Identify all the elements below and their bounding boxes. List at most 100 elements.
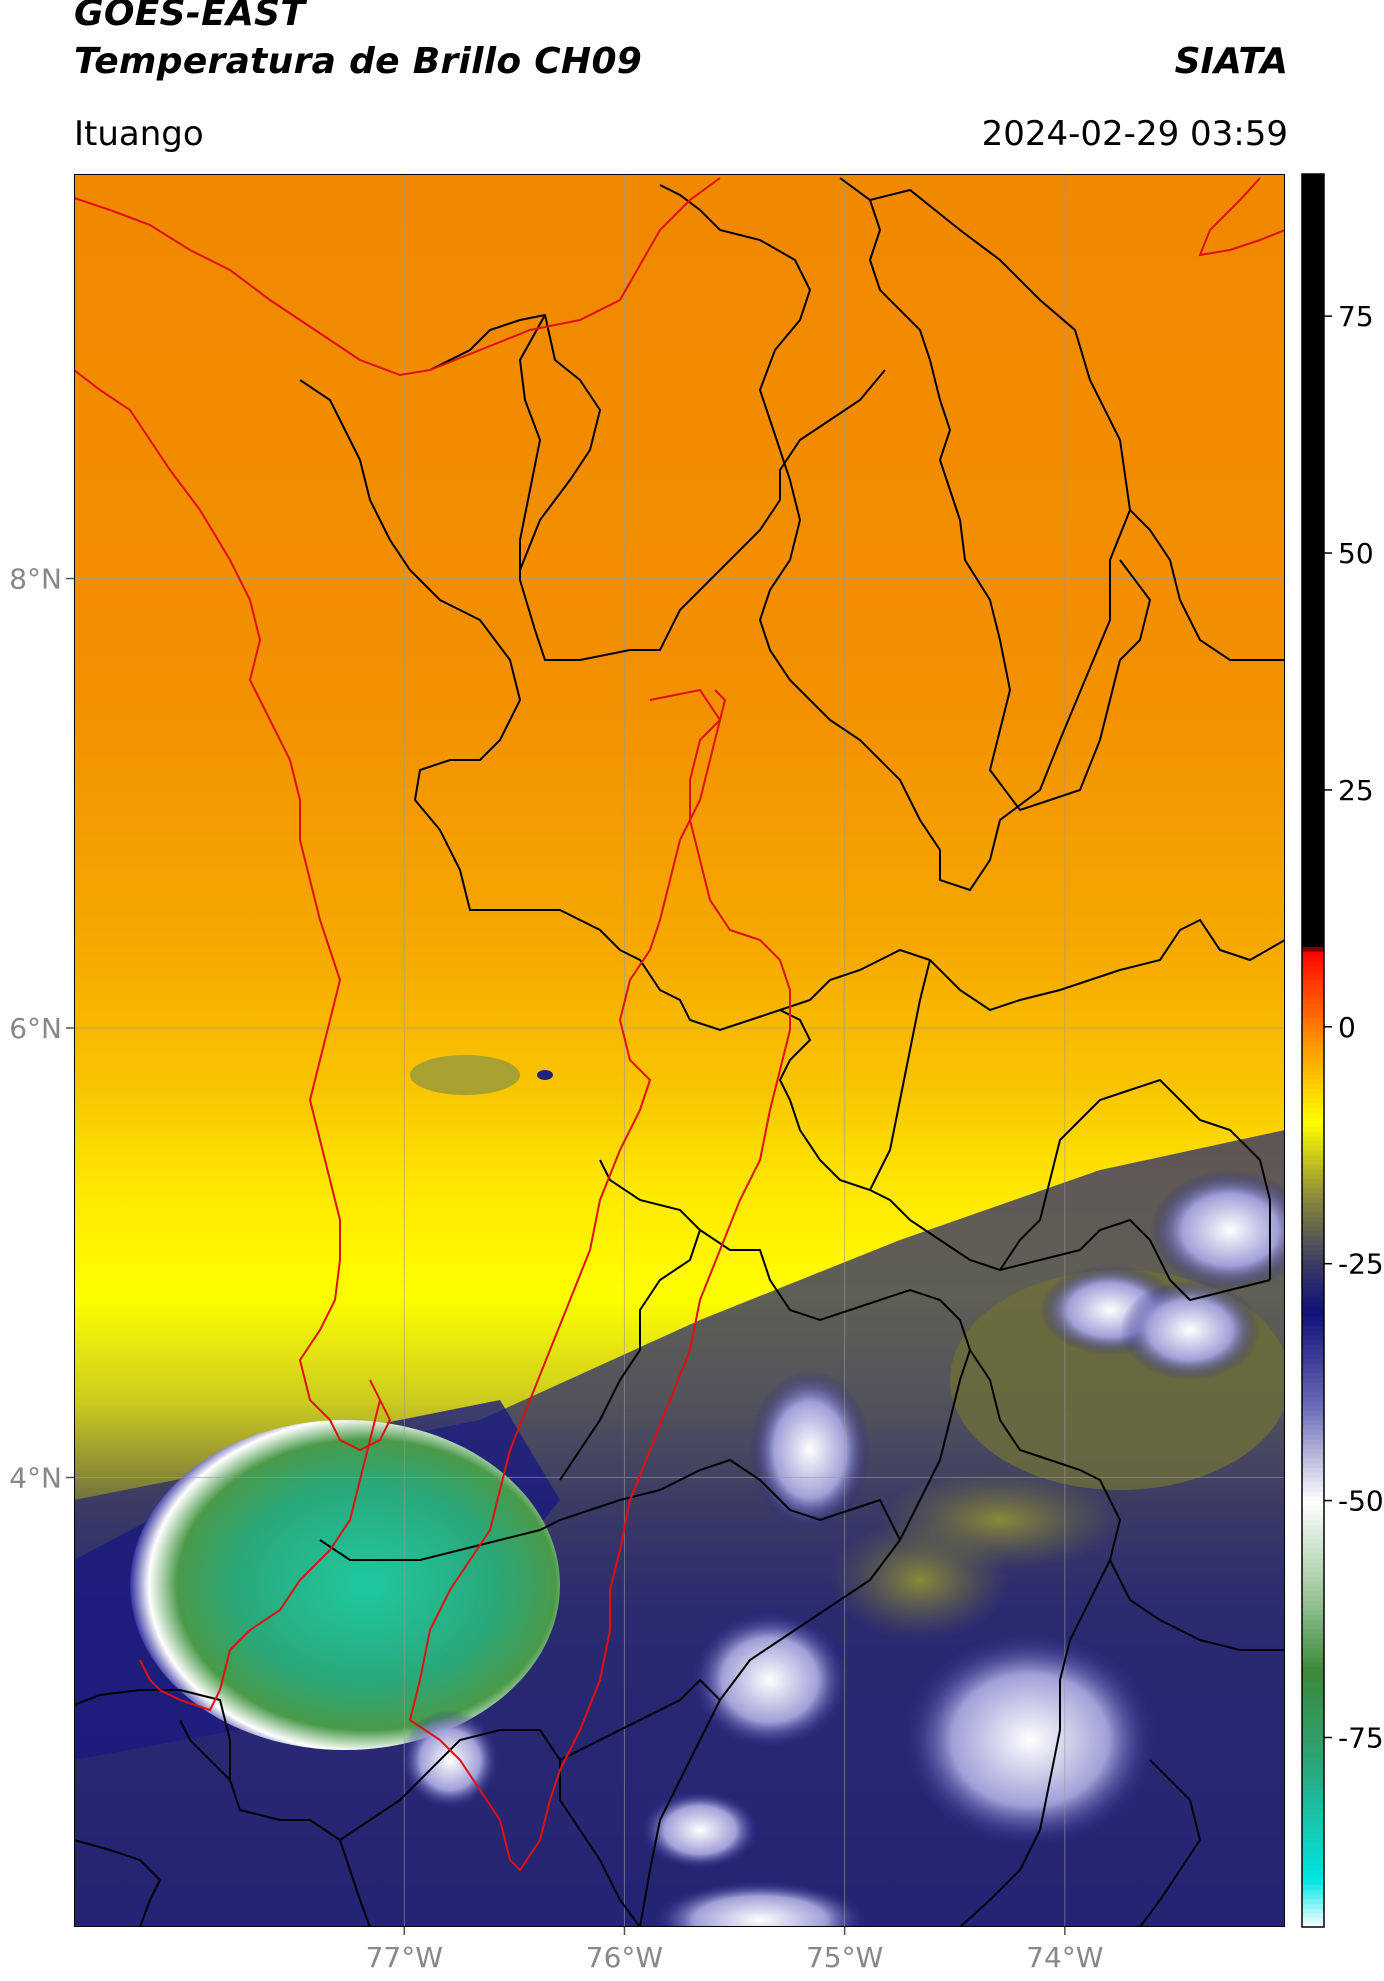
colorbar-segment <box>1302 1382 1324 1388</box>
colorbar-segment <box>1302 1637 1324 1644</box>
colorbar-segment <box>1302 264 1324 270</box>
colorbar-segment <box>1302 936 1324 943</box>
colorbar-segment <box>1302 1121 1324 1127</box>
colorbar-segment <box>1302 638 1324 644</box>
colorbar-segment <box>1302 1524 1324 1530</box>
colorbar-segment <box>1302 1386 1324 1393</box>
colorbar-segment <box>1302 1486 1324 1492</box>
colorbar-segment <box>1302 1860 1324 1867</box>
colorbar-segment <box>1302 742 1324 748</box>
colorbar-segment <box>1302 1311 1324 1317</box>
colorbar-segment <box>1302 842 1324 848</box>
colorbar-segment <box>1302 1571 1324 1577</box>
colorbar-segment <box>1302 1135 1324 1142</box>
colorbar-segment <box>1302 1202 1324 1208</box>
colorbar-segment <box>1302 1059 1324 1066</box>
colorbar-segment <box>1302 254 1324 260</box>
colorbar-segment <box>1302 1481 1324 1487</box>
longitude-tick-label: 74°W <box>1026 1941 1103 1974</box>
colorbar-segment <box>1302 1822 1324 1829</box>
colorbar-segment <box>1302 595 1324 602</box>
colorbar-segment <box>1302 1453 1324 1459</box>
longitude-tick-labels: 77°W 76°W 75°W 74°W <box>366 1927 1103 1974</box>
colorbar-segment <box>1302 1045 1324 1052</box>
colorbar-segment <box>1302 1003 1324 1009</box>
colorbar-segment <box>1302 922 1324 928</box>
colorbar-segment <box>1302 941 1324 947</box>
colorbar-segment <box>1302 695 1324 701</box>
colorbar-segment <box>1302 1505 1324 1511</box>
colorbar-segment <box>1302 974 1324 981</box>
colorbar-segment <box>1302 590 1324 597</box>
colorbar-segment <box>1302 1500 1324 1506</box>
colorbar-segment <box>1302 174 1324 180</box>
colorbar-segment <box>1302 463 1324 469</box>
colorbar-segment <box>1302 1851 1324 1857</box>
colorbar-segment <box>1302 1055 1324 1061</box>
colorbar-segment <box>1302 1600 1324 1606</box>
colorbar-segment <box>1302 1263 1324 1270</box>
colorbar-segment <box>1302 960 1324 966</box>
colorbar-segment <box>1302 491 1324 497</box>
colorbar-tick-label: 25 <box>1338 774 1374 807</box>
colorbar-segment <box>1302 1903 1324 1909</box>
colorbar-segment <box>1302 1268 1324 1274</box>
colorbar-segment <box>1302 609 1324 616</box>
colorbar-segment <box>1302 633 1324 639</box>
colorbar-segment <box>1302 818 1324 824</box>
colorbar-segment <box>1302 1439 1324 1445</box>
brightness-temperature-field <box>74 174 1285 1927</box>
colorbar-segment <box>1302 690 1324 696</box>
colorbar-segment <box>1302 723 1324 729</box>
colorbar-segment <box>1302 761 1324 767</box>
colorbar-tick-labels: 75 50 25 0 -25 -50 -75 <box>1324 300 1384 1754</box>
colorbar-segment <box>1302 1007 1324 1014</box>
colorbar-segment <box>1302 500 1324 507</box>
colorbar-segment <box>1302 1732 1324 1739</box>
colorbar-segment <box>1302 278 1324 284</box>
colorbar-segment <box>1302 543 1324 549</box>
colorbar-segment <box>1302 382 1324 388</box>
latitude-tick-labels: 8°N 6°N 4°N <box>9 563 74 1495</box>
colorbar-segment <box>1302 799 1324 805</box>
colorbar-segment <box>1302 221 1324 227</box>
colorbar-segment <box>1302 377 1324 384</box>
colorbar-segment <box>1302 183 1324 189</box>
colorbar-segment <box>1302 188 1324 194</box>
colorbar-segment <box>1302 344 1324 350</box>
colorbar-segment <box>1302 1467 1324 1473</box>
colorbar-tick-label: 75 <box>1338 300 1374 333</box>
colorbar-segment <box>1302 1709 1324 1715</box>
colorbar-segment <box>1302 1348 1324 1355</box>
colorbar-segment <box>1302 685 1324 692</box>
colorbar-segment <box>1302 1078 1324 1085</box>
coastline-and-basin-outline <box>74 177 1285 1872</box>
colorbar-segment <box>1302 505 1324 511</box>
colorbar-segment <box>1302 984 1324 990</box>
colorbar-segment <box>1302 420 1324 426</box>
colorbar-segment <box>1302 666 1324 673</box>
colorbar-segment <box>1302 510 1324 516</box>
colorbar-segment <box>1302 548 1324 554</box>
colorbar-segment <box>1302 1116 1324 1123</box>
colorbar-segment <box>1302 785 1324 791</box>
colorbar-segment <box>1302 1666 1324 1672</box>
colorbar-segment <box>1302 775 1324 782</box>
colorbar-segment <box>1302 1031 1324 1037</box>
colorbar-segment <box>1302 1898 1324 1904</box>
colorbar-segment <box>1302 752 1324 758</box>
colorbar-segment <box>1302 1197 1324 1203</box>
colorbar-segment <box>1302 955 1324 962</box>
colorbar-segment <box>1302 1566 1324 1573</box>
colorbar-segment <box>1302 856 1324 862</box>
colorbar-segment <box>1302 1713 1324 1720</box>
colorbar-segment <box>1302 1547 1324 1554</box>
colorbar-segment <box>1302 1420 1324 1426</box>
colorbar-segment <box>1302 1097 1324 1104</box>
colorbar-segment <box>1302 1799 1324 1805</box>
colorbar-segment <box>1302 1107 1324 1113</box>
colorbar-segment <box>1302 363 1324 369</box>
colorbar-segment <box>1302 1585 1324 1592</box>
colorbar-segment <box>1302 1694 1324 1701</box>
colorbar-segment <box>1302 1330 1324 1336</box>
